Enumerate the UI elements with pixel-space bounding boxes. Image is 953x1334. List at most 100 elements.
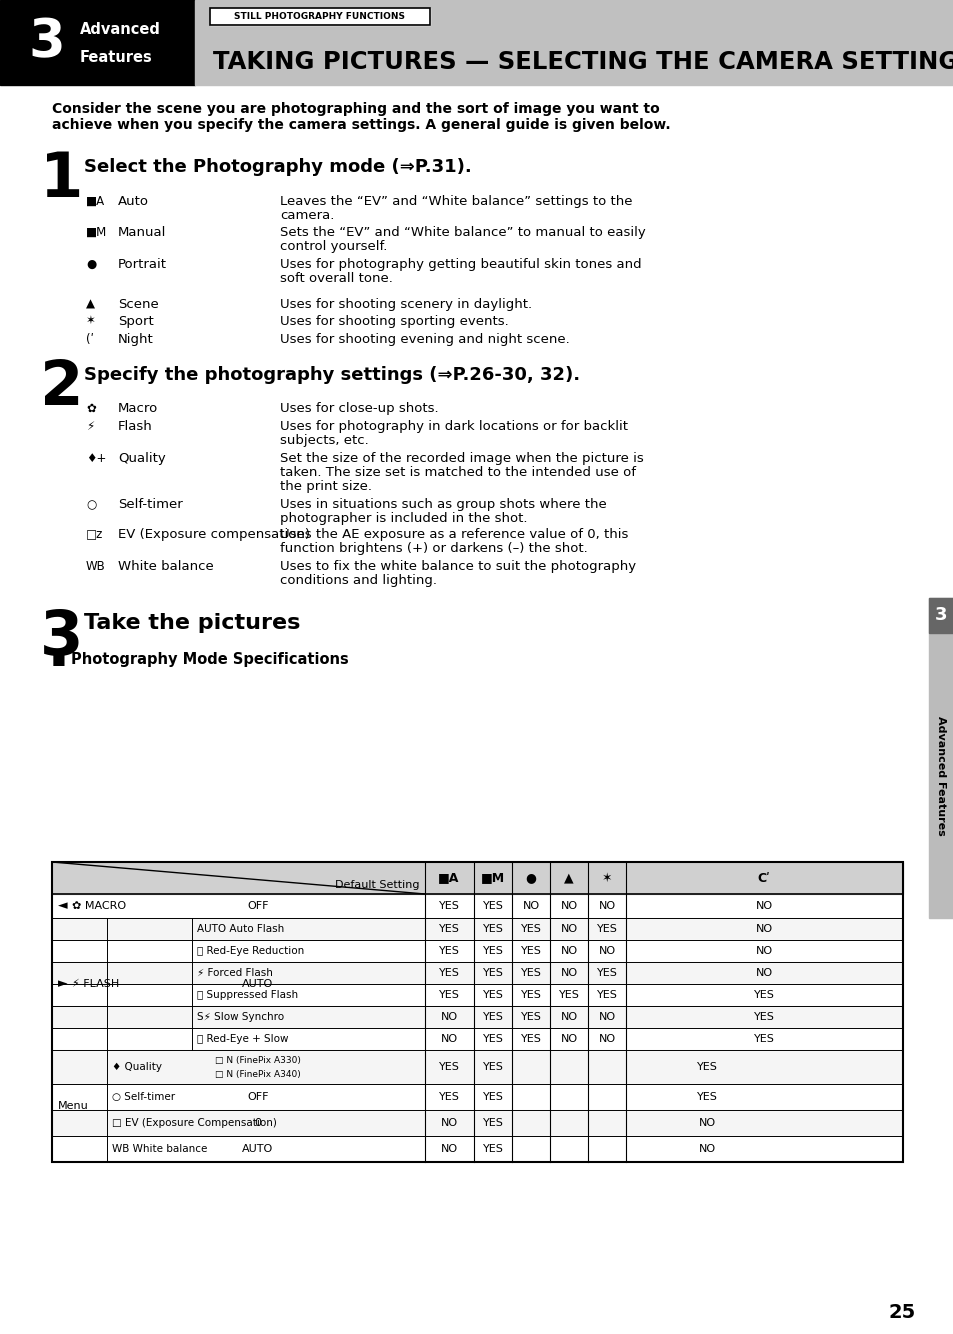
Text: NO: NO [598,1013,615,1022]
Text: YES: YES [520,924,541,934]
Text: YES: YES [596,924,617,934]
Text: NO: NO [522,900,539,911]
Bar [53,984,901,1006]
Text: ■ Photography Mode Specifications: ■ Photography Mode Specifications [52,652,349,667]
Text: YES: YES [438,900,459,911]
Text: control yourself.: control yourself. [280,240,387,253]
Text: Auto: Auto [118,195,149,208]
Text: ✶: ✶ [86,315,95,328]
Text: YES: YES [753,990,774,1000]
Text: NO: NO [440,1118,457,1129]
Text: Manual: Manual [118,225,166,239]
Text: YES: YES [558,990,578,1000]
Bar [53,1137,901,1162]
Text: YES: YES [482,946,503,956]
Text: NO: NO [698,1145,715,1154]
Text: ●: ● [525,871,536,884]
Text: Uses for shooting scenery in daylight.: Uses for shooting scenery in daylight. [280,297,532,311]
Text: taken. The size set is matched to the intended use of: taken. The size set is matched to the in… [280,466,636,479]
Text: NO: NO [559,900,577,911]
Text: 0: 0 [254,1118,261,1129]
Bar [0,0,194,85]
Text: Uses for photography getting beautiful skin tones and: Uses for photography getting beautiful s… [280,257,641,271]
Text: NO: NO [598,946,615,956]
Text: AUTO Auto Flash: AUTO Auto Flash [196,924,284,934]
Text: TAKING PICTURES — SELECTING THE CAMERA SETTINGS: TAKING PICTURES — SELECTING THE CAMERA S… [213,49,953,73]
Text: YES: YES [482,968,503,978]
Text: NO: NO [755,900,772,911]
Text: ■M: ■M [480,871,504,884]
Text: NO: NO [755,946,772,956]
Text: Advanced Features: Advanced Features [936,715,945,835]
Text: YES: YES [438,1062,459,1073]
Bar [210,8,430,25]
Text: Specify the photography settings (⇒P.26-30, 32).: Specify the photography settings (⇒P.26-… [84,366,579,384]
Text: YES: YES [482,990,503,1000]
Text: ♦+: ♦+ [86,452,107,466]
Text: □z: □z [86,528,103,542]
Text: 3: 3 [28,16,65,68]
Bar [53,1029,901,1050]
Bar [52,862,902,894]
Text: WB White balance: WB White balance [112,1145,207,1154]
Text: YES: YES [520,1034,541,1045]
Text: WB: WB [86,560,106,574]
Text: Ⓡ Red-Eye Reduction: Ⓡ Red-Eye Reduction [196,946,304,956]
Text: NO: NO [559,1013,577,1022]
Text: Self-timer: Self-timer [118,498,183,511]
Text: Features: Features [80,51,152,65]
Text: Uses to fix the white balance to suit the photography: Uses to fix the white balance to suit th… [280,560,636,574]
Text: 1: 1 [40,149,83,209]
Text: White balance: White balance [118,560,213,574]
Text: S⚡ Slow Synchro: S⚡ Slow Synchro [196,1013,284,1022]
Text: NO: NO [698,1118,715,1129]
Text: NO: NO [440,1145,457,1154]
Text: 25: 25 [887,1302,915,1322]
Text: ■A: ■A [86,195,105,208]
Text: Macro: Macro [118,402,158,415]
Text: NO: NO [559,968,577,978]
Text: achieve when you specify the camera settings. A general guide is given below.: achieve when you specify the camera sett… [52,117,670,132]
Bar [53,1110,901,1137]
Text: EV (Exposure compensation): EV (Exposure compensation) [118,528,310,542]
Text: NO: NO [598,1034,615,1045]
Bar [53,1085,901,1110]
Bar [53,1050,901,1085]
Text: OFF: OFF [247,900,269,911]
Text: STILL PHOTOGRAPHY FUNCTIONS: STILL PHOTOGRAPHY FUNCTIONS [234,12,405,21]
Text: YES: YES [482,1093,503,1102]
Bar [53,894,901,918]
Text: conditions and lighting.: conditions and lighting. [280,574,436,587]
Text: ✿ MACRO: ✿ MACRO [71,900,126,911]
Text: ⚡: ⚡ [86,420,94,434]
Text: ○: ○ [86,498,96,511]
Bar [53,940,901,962]
Text: Flash: Flash [118,420,152,434]
Text: Uses for shooting evening and night scene.: Uses for shooting evening and night scen… [280,334,569,346]
Text: ■A: ■A [437,871,459,884]
Text: Uses for shooting sporting events.: Uses for shooting sporting events. [280,315,508,328]
Text: ✿: ✿ [86,402,95,415]
Text: ♦ Quality: ♦ Quality [112,1062,162,1073]
Text: ○ Self-timer: ○ Self-timer [112,1093,175,1102]
Text: Advanced: Advanced [80,23,161,37]
Bar [928,598,953,634]
Text: YES: YES [520,1013,541,1022]
Text: YES: YES [438,990,459,1000]
Text: AUTO: AUTO [242,1145,274,1154]
Text: YES: YES [438,946,459,956]
Text: NO: NO [755,968,772,978]
Text: YES: YES [482,1145,503,1154]
Bar [53,918,901,940]
Text: (ʹ: (ʹ [86,334,93,346]
Text: NO: NO [440,1013,457,1022]
Text: 3: 3 [934,607,946,624]
Text: AUTO: AUTO [242,979,274,988]
Text: YES: YES [482,900,503,911]
Text: □ N (FinePix A330): □ N (FinePix A330) [214,1055,300,1065]
Text: Consider the scene you are photographing and the sort of image you want to: Consider the scene you are photographing… [52,101,659,116]
Text: ⚡ Forced Flash: ⚡ Forced Flash [196,968,273,978]
Text: NO: NO [559,924,577,934]
Text: Quality: Quality [118,452,166,466]
Text: YES: YES [596,990,617,1000]
